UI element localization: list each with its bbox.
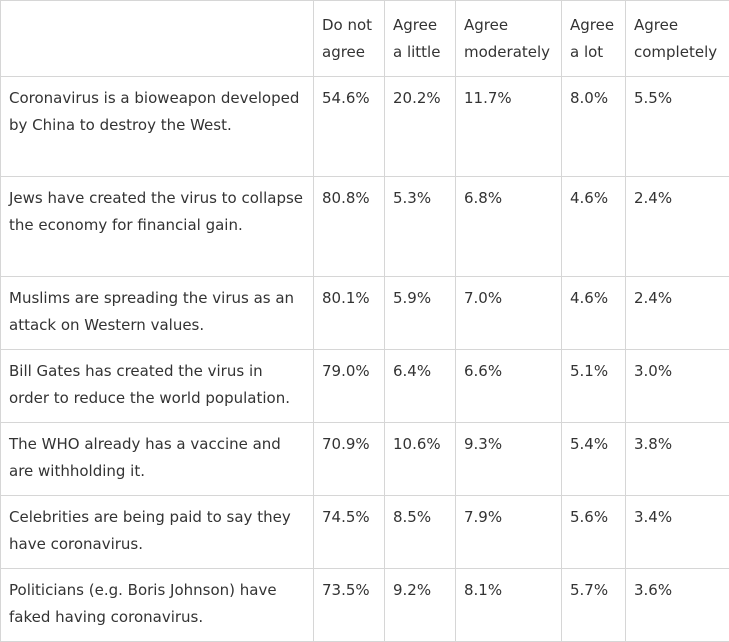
value-cell: 5.1%	[562, 350, 626, 423]
value-cell: 4.6%	[562, 177, 626, 277]
value-cell: 8.0%	[562, 77, 626, 177]
value-cell: 80.8%	[314, 177, 385, 277]
value-cell: 5.7%	[562, 569, 626, 642]
value-cell: 9.3%	[456, 423, 562, 496]
value-cell: 20.2%	[385, 77, 456, 177]
statement-cell: Bill Gates has created the virus in orde…	[1, 350, 314, 423]
value-cell: 74.5%	[314, 496, 385, 569]
value-cell: 70.9%	[314, 423, 385, 496]
value-cell: 9.2%	[385, 569, 456, 642]
table-row: Celebrities are being paid to say they h…	[1, 496, 729, 569]
value-cell: 10.6%	[385, 423, 456, 496]
statement-cell: Jews have created the virus to collapse …	[1, 177, 314, 277]
value-cell: 3.8%	[626, 423, 729, 496]
value-cell: 6.4%	[385, 350, 456, 423]
header-cell-agree-a-lot: Agree a lot	[562, 1, 626, 77]
value-cell: 3.0%	[626, 350, 729, 423]
value-cell: 2.4%	[626, 177, 729, 277]
value-cell: 6.6%	[456, 350, 562, 423]
value-cell: 4.6%	[562, 277, 626, 350]
value-cell: 11.7%	[456, 77, 562, 177]
value-cell: 5.6%	[562, 496, 626, 569]
value-cell: 7.0%	[456, 277, 562, 350]
table-row: Jews have created the virus to collapse …	[1, 177, 729, 277]
header-cell-statement	[1, 1, 314, 77]
value-cell: 54.6%	[314, 77, 385, 177]
table-row: Politicians (e.g. Boris Johnson) have fa…	[1, 569, 729, 642]
value-cell: 8.1%	[456, 569, 562, 642]
value-cell: 5.5%	[626, 77, 729, 177]
header-cell-agree-moderately: Agree moderately	[456, 1, 562, 77]
table-row: Bill Gates has created the virus in orde…	[1, 350, 729, 423]
value-cell: 6.8%	[456, 177, 562, 277]
value-cell: 5.9%	[385, 277, 456, 350]
value-cell: 79.0%	[314, 350, 385, 423]
value-cell: 80.1%	[314, 277, 385, 350]
value-cell: 3.6%	[626, 569, 729, 642]
value-cell: 5.4%	[562, 423, 626, 496]
value-cell: 3.4%	[626, 496, 729, 569]
table-row: Coronavirus is a bioweapon developed by …	[1, 77, 729, 177]
header-cell-agree-completely: Agree completely	[626, 1, 729, 77]
statement-cell: Celebrities are being paid to say they h…	[1, 496, 314, 569]
header-cell-do-not-agree: Do not agree	[314, 1, 385, 77]
value-cell: 7.9%	[456, 496, 562, 569]
statement-cell: Politicians (e.g. Boris Johnson) have fa…	[1, 569, 314, 642]
value-cell: 73.5%	[314, 569, 385, 642]
statement-cell: The WHO already has a vaccine and are wi…	[1, 423, 314, 496]
table-row: Muslims are spreading the virus as an at…	[1, 277, 729, 350]
statement-cell: Muslims are spreading the virus as an at…	[1, 277, 314, 350]
header-row: Do not agree Agree a little Agree modera…	[1, 1, 729, 77]
statement-cell: Coronavirus is a bioweapon developed by …	[1, 77, 314, 177]
value-cell: 2.4%	[626, 277, 729, 350]
table-row: The WHO already has a vaccine and are wi…	[1, 423, 729, 496]
header-cell-agree-a-little: Agree a little	[385, 1, 456, 77]
value-cell: 8.5%	[385, 496, 456, 569]
value-cell: 5.3%	[385, 177, 456, 277]
